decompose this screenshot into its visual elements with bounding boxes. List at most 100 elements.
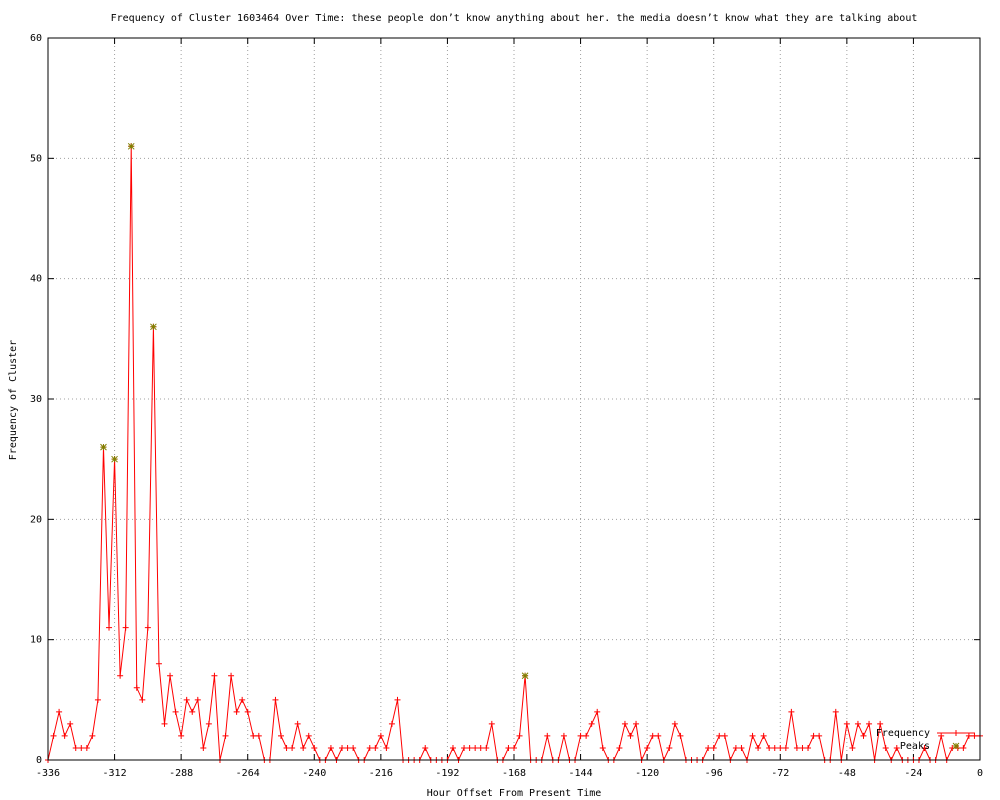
data-point bbox=[72, 744, 79, 751]
data-point bbox=[488, 720, 495, 727]
data-point bbox=[117, 672, 124, 679]
data-point bbox=[222, 732, 229, 739]
x-axis-label: Hour Offset From Present Time bbox=[427, 788, 602, 799]
x-tick-label: -144 bbox=[569, 768, 593, 779]
data-point bbox=[466, 744, 473, 751]
data-point bbox=[461, 744, 468, 751]
data-point bbox=[300, 744, 307, 751]
data-point bbox=[233, 708, 240, 715]
x-tick-label: 0 bbox=[977, 768, 983, 779]
data-point bbox=[666, 744, 673, 751]
data-point bbox=[721, 732, 728, 739]
x-tick-label: -120 bbox=[635, 768, 659, 779]
data-point bbox=[161, 720, 168, 727]
data-point bbox=[521, 672, 529, 680]
x-tick-label: -312 bbox=[103, 768, 127, 779]
data-point bbox=[56, 708, 63, 715]
data-point bbox=[372, 744, 379, 751]
y-tick-label: 10 bbox=[30, 635, 42, 646]
data-point bbox=[866, 720, 873, 727]
data-point bbox=[716, 732, 723, 739]
data-point bbox=[732, 744, 739, 751]
data-point bbox=[377, 732, 384, 739]
data-point bbox=[849, 744, 856, 751]
data-point bbox=[760, 732, 767, 739]
grid bbox=[47, 37, 981, 761]
y-tick-label: 40 bbox=[30, 274, 42, 285]
x-tick-label: -336 bbox=[36, 768, 60, 779]
data-point bbox=[67, 720, 74, 727]
data-point bbox=[599, 744, 606, 751]
data-point bbox=[122, 624, 129, 631]
data-point bbox=[921, 744, 928, 751]
data-point bbox=[183, 696, 190, 703]
data-point bbox=[83, 744, 90, 751]
data-point bbox=[172, 708, 179, 715]
y-tick-label: 0 bbox=[36, 755, 42, 766]
data-point bbox=[239, 696, 246, 703]
data-point bbox=[788, 708, 795, 715]
data-point bbox=[511, 744, 517, 751]
data-point bbox=[344, 744, 351, 751]
data-point bbox=[305, 732, 312, 739]
data-point bbox=[100, 443, 107, 451]
data-point bbox=[106, 624, 113, 631]
data-point bbox=[621, 720, 628, 727]
y-tick-label: 30 bbox=[30, 394, 42, 405]
data-point bbox=[50, 732, 57, 739]
data-point bbox=[289, 744, 296, 751]
data-point bbox=[594, 708, 601, 715]
data-point bbox=[194, 696, 201, 703]
x-tick-label: -168 bbox=[502, 768, 526, 779]
data-point bbox=[311, 744, 318, 751]
data-point bbox=[339, 744, 346, 751]
data-point bbox=[133, 684, 140, 691]
x-tick-label: -288 bbox=[169, 768, 193, 779]
data-point bbox=[960, 744, 967, 751]
data-point bbox=[516, 732, 523, 739]
data-point bbox=[150, 323, 157, 331]
data-point bbox=[139, 696, 146, 703]
x-tick-label: -96 bbox=[705, 768, 723, 779]
x-tick-label: -264 bbox=[236, 768, 260, 779]
y-tick-label: 50 bbox=[30, 153, 42, 164]
data-point bbox=[167, 672, 174, 679]
data-point bbox=[777, 744, 784, 751]
data-point bbox=[677, 732, 684, 739]
data-point bbox=[244, 708, 251, 715]
data-point bbox=[877, 720, 884, 727]
data-point bbox=[843, 720, 850, 727]
x-tick-label: -24 bbox=[904, 768, 922, 779]
chart-title: Frequency of Cluster 1603464 Over Time: … bbox=[111, 13, 918, 24]
data-point bbox=[782, 744, 789, 751]
y-tick-label: 60 bbox=[30, 33, 42, 44]
data-point bbox=[710, 744, 717, 751]
data-point bbox=[583, 732, 590, 739]
data-point bbox=[705, 744, 712, 751]
data-point bbox=[771, 744, 778, 751]
data-point bbox=[472, 744, 479, 751]
data-point bbox=[627, 732, 634, 739]
data-point bbox=[544, 732, 551, 739]
data-point bbox=[882, 744, 889, 751]
data-point bbox=[205, 720, 212, 727]
x-tick-label: -240 bbox=[302, 768, 326, 779]
x-tick-label: -48 bbox=[838, 768, 856, 779]
data-point bbox=[200, 744, 207, 751]
data-point bbox=[483, 744, 490, 751]
data-point bbox=[350, 744, 357, 751]
legend: Frequency Peaks bbox=[876, 728, 975, 752]
data-point bbox=[810, 732, 817, 739]
y-axis-label: Frequency of Cluster bbox=[8, 340, 19, 460]
data-point bbox=[388, 720, 395, 727]
data-point bbox=[799, 744, 806, 751]
data-point bbox=[366, 744, 373, 751]
data-point bbox=[327, 744, 334, 751]
data-point bbox=[422, 744, 429, 751]
data-point bbox=[649, 732, 656, 739]
x-tick-label: -72 bbox=[771, 768, 789, 779]
data-point bbox=[766, 744, 773, 751]
data-point bbox=[755, 744, 762, 751]
data-point bbox=[671, 720, 678, 727]
